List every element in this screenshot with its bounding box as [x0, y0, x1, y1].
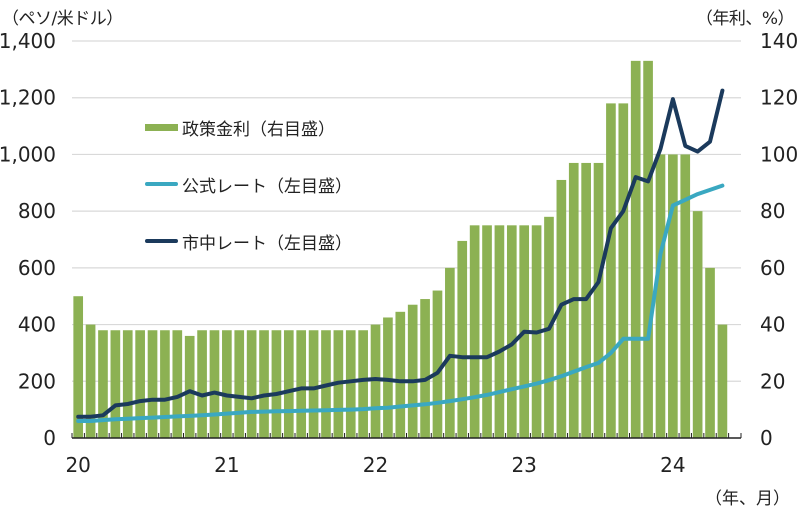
- policy-rate-bar: [73, 296, 84, 438]
- right-tick-label: 120: [760, 86, 798, 110]
- policy-rate-bar: [358, 330, 368, 438]
- right-tick-label: 100: [760, 142, 798, 166]
- exchange-rate-lines: [76, 88, 725, 423]
- left-tick-label: 1,200: [0, 86, 56, 110]
- policy-rate-bar: [668, 154, 678, 438]
- legend-item-market-rate: 市中レート（左目盛）: [145, 226, 352, 256]
- x-year-label: 23: [511, 453, 536, 477]
- x-year-label: 21: [214, 453, 239, 477]
- market-rate-line: [76, 88, 725, 419]
- policy-rate-bar: [655, 154, 666, 438]
- policy-rate-bar: [606, 103, 616, 438]
- left-tick-label: 200: [18, 369, 56, 393]
- policy-rate-bar: [345, 330, 356, 438]
- left-tick-label: 0: [43, 426, 56, 450]
- right-tick-label: 20: [760, 369, 785, 393]
- policy-rate-bar: [160, 330, 170, 438]
- left-tick-label: 1,400: [0, 29, 56, 53]
- right-tick-label: 40: [760, 313, 785, 337]
- policy-rate-bar: [135, 330, 145, 438]
- policy-rate-bar: [432, 290, 443, 438]
- policy-rate-bar: [618, 103, 629, 438]
- left-tick-label: 600: [18, 256, 56, 280]
- right-tick-label: 140: [760, 29, 798, 53]
- policy-rate-bar: [246, 330, 257, 438]
- policy-rate-bar: [184, 335, 195, 438]
- policy-rate-bar: [469, 225, 480, 438]
- x-year-label: 22: [363, 453, 388, 477]
- policy-rate-bar: [395, 311, 406, 438]
- policy-rate-bar: [222, 330, 232, 438]
- policy-rate-bar: [122, 330, 133, 438]
- policy-rate-bar: [370, 324, 381, 438]
- policy-rate-bar: [283, 330, 294, 438]
- policy-rate-bar: [420, 299, 430, 438]
- policy-rate-bar: [643, 60, 653, 438]
- policy-rate-bar: [593, 162, 604, 438]
- bar-swatch-icon: [145, 123, 178, 131]
- right-tick-label: 80: [760, 199, 785, 223]
- left-tick-label: 800: [18, 199, 56, 223]
- policy-rate-bar: [680, 154, 691, 438]
- x-year-label: 24: [660, 453, 685, 477]
- left-axis-unit: （ペソ/米ドル）: [2, 9, 123, 29]
- policy-rate-bar: [308, 330, 319, 438]
- x-axis-unit: （年、月）: [705, 489, 790, 509]
- legend-item-policy-rate: 政策金利（右目盛）: [145, 112, 352, 142]
- policy-rate-bar: [506, 225, 517, 438]
- line-swatch-icon: [145, 182, 178, 186]
- legend-label: 政策金利（右目盛）: [182, 119, 335, 140]
- policy-rate-bar: [296, 330, 307, 438]
- policy-rate-bar: [407, 304, 418, 438]
- policy-rate-bar: [271, 330, 282, 438]
- policy-rate-bar: [630, 60, 641, 438]
- policy-rate-bar: [98, 330, 108, 438]
- policy-rate-bar: [234, 330, 245, 438]
- policy-rate-bar: [197, 330, 207, 438]
- right-axis-unit: （年利、%）: [695, 9, 795, 29]
- legend: 政策金利（右目盛） 公式レート（左目盛） 市中レート（左目盛）: [145, 112, 352, 256]
- policy-rate-bar: [383, 317, 393, 438]
- policy-rate-bar: [445, 267, 455, 438]
- legend-label: 公式レート（左目盛）: [182, 176, 352, 197]
- policy-rate-bar: [692, 211, 703, 438]
- axes: 0 200 400 600 800 1,000 1,200 1,400 0 20 40 60 80 100…: [0, 29, 798, 477]
- line-swatch-icon: [145, 239, 178, 243]
- policy-rate-bar: [172, 330, 183, 438]
- policy-rate-bar: [717, 324, 728, 438]
- x-year-label: 20: [65, 453, 90, 477]
- legend-label: 市中レート（左目盛）: [182, 233, 352, 254]
- policy-rate-bar: [147, 330, 158, 438]
- official-rate-line: [76, 183, 725, 423]
- policy-rate-bar: [705, 267, 715, 438]
- policy-rate-bar: [110, 330, 121, 438]
- right-tick-label: 0: [760, 426, 773, 450]
- policy-rate-bar: [494, 225, 505, 438]
- left-tick-label: 1,000: [0, 142, 56, 166]
- policy-rate-bar: [259, 330, 269, 438]
- left-tick-label: 400: [18, 313, 56, 337]
- policy-rate-bar: [457, 240, 468, 438]
- policy-rate-bar: [482, 225, 492, 438]
- policy-rate-bar: [85, 324, 96, 438]
- right-tick-label: 60: [760, 256, 785, 280]
- policy-rate-bar: [209, 330, 220, 438]
- legend-item-official-rate: 公式レート（左目盛）: [145, 169, 352, 199]
